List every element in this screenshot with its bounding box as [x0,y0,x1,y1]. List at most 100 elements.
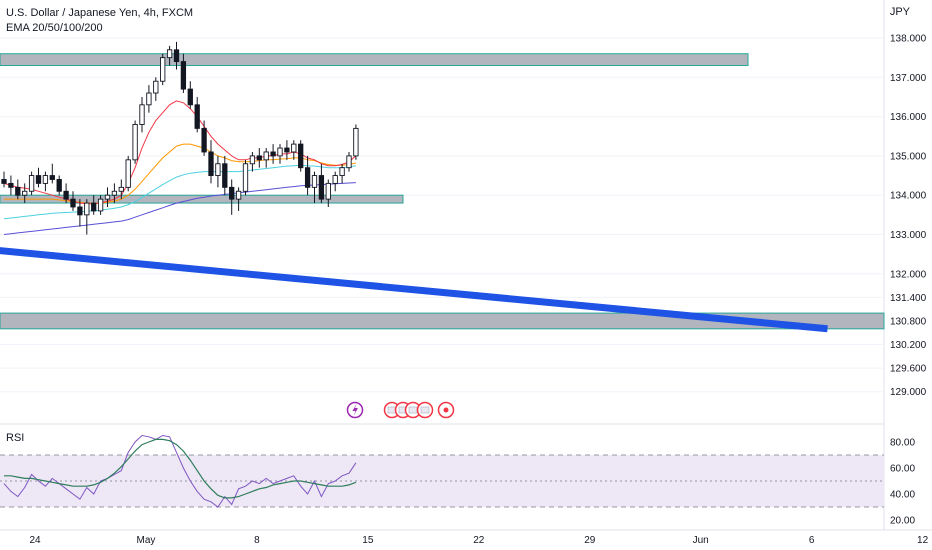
ema50-line [4,143,357,204]
us-flag-icon [408,406,418,414]
price-tick-label: 131.400 [890,293,927,304]
time-tick-label: 22 [473,535,485,546]
candles [1,41,359,235]
symbol-title[interactable]: U.S. Dollar / Japanese Yen, 4h, FXCM [6,7,194,19]
candle-body [111,190,118,196]
candle-body [118,186,124,192]
price-tick-label: 138.000 [890,34,927,45]
candle-body [263,151,269,161]
candle-body [270,151,276,157]
time-tick-label: May [136,535,155,546]
candle-body [77,206,83,216]
candle-body [235,190,242,200]
currency-label: JPY [889,6,910,18]
candle-body [346,155,352,169]
event-markers [346,401,455,419]
candle-body [311,175,318,188]
sr-zones [0,53,885,330]
candle-body [187,88,193,106]
time-tick-label: 29 [584,535,596,546]
candle-body [91,202,97,212]
price-tick-label: 129.000 [890,387,927,398]
lightning-glyph-icon [352,404,358,416]
rsi-pane: 80.00 60.00 40.00 20.00 [0,434,915,527]
candle-body [1,179,7,184]
candle-body [70,198,76,208]
price-tick-label: 129.600 [890,364,927,375]
candle-body [284,147,290,153]
rsi-tick-label: 80.00 [890,438,915,449]
event-dot-icon [443,407,449,413]
ema20-line [3,100,357,205]
rsi-tick-label: 40.00 [890,490,915,501]
candle-body [277,147,283,157]
candle-body [22,190,28,196]
rsi-tick-label: 20.00 [890,516,915,527]
time-tick-label: 8 [254,535,260,546]
candle-body [63,190,69,200]
us-flag-icon [420,406,430,414]
indicator-label[interactable]: EMA 20/50/100/200 [6,22,103,34]
candle-body [166,49,173,59]
ema100-line [3,164,356,220]
candle-body [28,175,35,192]
ema200-line [3,182,356,235]
candle-body [125,159,131,188]
sr-zone [0,312,885,330]
candle-body [229,186,235,200]
candle-body [208,151,214,177]
candle-body [84,202,90,216]
candle-body [325,182,331,200]
price-y-axis: 138.000 137.000 136.000 135.000 134.000 133.0… [0,34,927,398]
time-tick-label: 15 [362,535,374,546]
candle-body [249,155,256,165]
candle-body [173,49,180,63]
candle-body [104,194,111,200]
time-axis: 24 May 8 15 22 29 Jun 6 12 [0,529,932,546]
candle-body [215,163,221,176]
candle-body [15,186,21,196]
candle-body [132,124,138,161]
price-tick-label: 130.200 [890,340,927,351]
candle-body [49,175,55,180]
candle-body [353,127,359,157]
candle-body [298,143,304,169]
price-tick-label: 132.000 [890,269,927,280]
chart-legend: U.S. Dollar / Japanese Yen, 4h, FXCM EMA… [6,6,193,36]
time-tick-label: 12 [917,535,929,546]
candle-body [153,80,159,94]
sr-zone [0,53,749,67]
sr-zone [0,194,404,204]
candle-body [332,175,338,184]
rsi-label[interactable]: RSI [6,432,25,444]
candle-body [35,175,42,184]
candle-body [201,127,207,153]
candle-body [242,163,249,192]
candle-body [291,143,297,153]
candle-body [318,175,325,200]
price-tick-label: 133.000 [890,230,927,241]
time-tick-label: Jun [693,535,709,546]
candle-body [194,104,200,129]
price-tick-label: 135.000 [890,151,927,162]
time-tick-label: 24 [29,535,41,546]
candle-body [304,167,311,188]
candle-body [222,163,228,188]
candle-body [8,182,14,188]
ema-lines [3,100,357,235]
candle-body [56,179,62,192]
rsi-ma-line [4,438,357,499]
price-tick-label: 137.000 [890,73,927,84]
candle-body [139,104,145,125]
price-tick-label: 134.000 [890,191,927,202]
candle-body [97,198,104,212]
arrow-annotation [0,247,828,333]
price-tick-label: 130.800 [890,316,927,327]
candle-body [256,155,262,161]
candle-body [180,61,187,90]
rsi-tick-label: 60.00 [890,464,915,475]
candle-body [146,92,152,106]
candle-body [339,167,345,177]
